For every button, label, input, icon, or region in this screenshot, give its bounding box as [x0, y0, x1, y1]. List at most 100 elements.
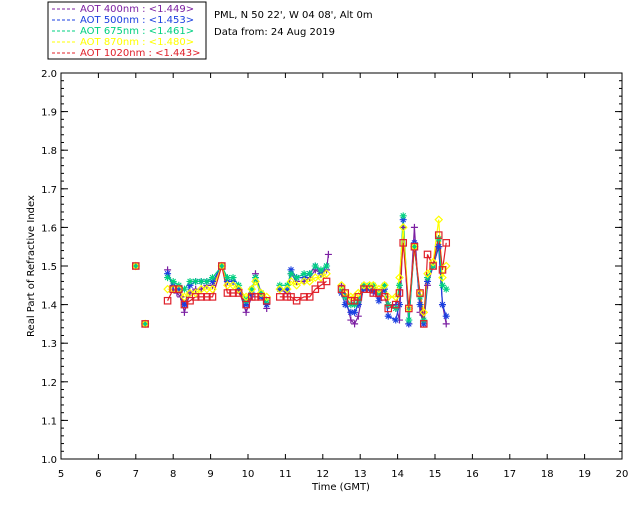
y-tick-label: 1.2	[41, 378, 57, 389]
y-tick-label: 1.8	[41, 146, 57, 157]
data-point	[351, 308, 359, 316]
data-point	[306, 270, 314, 278]
data-point	[399, 239, 408, 247]
data-point	[186, 296, 194, 305]
data-point	[380, 293, 389, 301]
y-tick-label: 1.4	[41, 301, 57, 312]
data-point	[438, 273, 447, 282]
data-point	[175, 285, 183, 293]
x-tick-label: 5	[58, 469, 64, 480]
data-point	[374, 284, 384, 294]
data-point	[164, 270, 172, 278]
data-point	[300, 270, 308, 278]
data-point	[395, 273, 404, 282]
data-point	[384, 312, 392, 320]
data-point	[429, 262, 437, 270]
data-point	[341, 289, 350, 297]
data-point	[438, 266, 447, 274]
x-tick-label: 19	[578, 469, 591, 480]
data-point	[186, 277, 194, 285]
data-point	[416, 301, 424, 309]
data-point	[132, 262, 140, 270]
data-point	[347, 308, 355, 316]
data-point	[391, 300, 400, 309]
site-label: PML, N 50 22', W 04 08', Alt 0m	[214, 10, 373, 21]
data-point	[341, 301, 349, 309]
data-point	[180, 301, 188, 309]
data-point	[276, 285, 284, 293]
x-tick-label: 15	[429, 469, 442, 480]
data-point	[442, 312, 450, 320]
data-point	[223, 289, 232, 297]
data-point	[263, 301, 271, 309]
data-point	[375, 297, 383, 305]
data-point	[380, 280, 389, 290]
data-point	[428, 257, 438, 267]
data-point	[438, 301, 446, 309]
data-point	[287, 266, 295, 274]
data-point	[438, 281, 446, 289]
y-tick-label: 1.3	[41, 339, 57, 350]
data-point	[392, 316, 400, 324]
x-tick-label: 13	[354, 469, 367, 480]
data-point	[351, 320, 359, 328]
data-point	[354, 293, 363, 301]
data-point	[141, 320, 149, 328]
x-tick-label: 9	[207, 469, 213, 480]
y-tick-label: 1.0	[41, 455, 57, 466]
series-line	[340, 219, 447, 313]
data-point	[419, 320, 428, 328]
data-point	[191, 293, 200, 301]
data-point	[347, 301, 355, 309]
y-tick-label: 1.9	[41, 108, 57, 119]
legend-entry: AOT 675nm : <1.461>	[80, 26, 194, 37]
data-point	[275, 284, 285, 294]
data-point	[175, 285, 183, 293]
data-point	[203, 277, 211, 285]
data-point	[405, 320, 413, 328]
data-point	[228, 280, 238, 290]
data-point	[141, 320, 149, 328]
data-point	[369, 289, 378, 297]
data-point	[180, 308, 188, 316]
y-tick-label: 1.7	[41, 185, 57, 196]
data-point	[242, 301, 250, 309]
x-tick-label: 6	[95, 469, 101, 480]
legend-entry: AOT 1020nm : <1.443>	[80, 48, 200, 59]
x-tick-label: 12	[316, 469, 329, 480]
data-point	[305, 277, 315, 286]
y-tick-label: 1.5	[41, 262, 57, 273]
series-lines	[167, 215, 447, 325]
data-point	[316, 273, 326, 282]
data-point	[286, 277, 296, 286]
x-axis-label: Time (GMT)	[311, 482, 370, 493]
x-tick-label: 10	[242, 469, 255, 480]
data-point	[257, 293, 265, 301]
data-point	[419, 307, 429, 317]
data-point	[196, 284, 206, 294]
y-tick-label: 1.1	[41, 416, 57, 427]
data-point	[410, 223, 418, 231]
x-tick-label: 16	[466, 469, 479, 480]
data-point	[180, 285, 188, 293]
data-point	[317, 281, 325, 290]
data-point	[442, 320, 450, 328]
data-point	[384, 304, 393, 313]
data-point	[283, 285, 291, 293]
series-line	[340, 227, 447, 325]
x-tick-label: 7	[133, 469, 139, 480]
data-point	[169, 277, 177, 285]
x-tick-label: 8	[170, 469, 176, 480]
data-point	[300, 293, 308, 301]
data-point	[317, 266, 325, 274]
date-label: Data from: 24 Aug 2019	[214, 27, 335, 38]
data-point	[164, 274, 172, 282]
data-point	[399, 212, 407, 220]
data-point	[229, 289, 237, 297]
data-point	[257, 289, 265, 297]
x-tick-label: 17	[503, 469, 516, 480]
data-point	[223, 274, 231, 282]
y-axis-label: Real Part of Refractive Index	[26, 195, 37, 337]
data-point	[435, 235, 443, 243]
data-point	[359, 280, 369, 290]
